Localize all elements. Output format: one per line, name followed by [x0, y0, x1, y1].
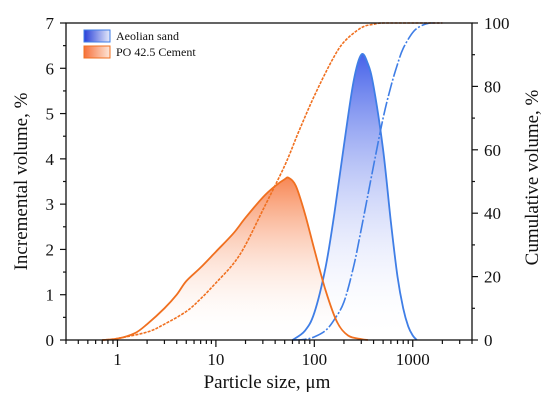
- incremental-line-aeolian-sand: [291, 53, 418, 341]
- legend-swatch-cement: [83, 45, 111, 59]
- legend-label-aeolian-sand: Aeolian sand: [116, 29, 179, 43]
- y2-tick-label: 80: [484, 77, 501, 96]
- area-fills: [102, 53, 417, 341]
- y-tick-label: 4: [46, 150, 55, 169]
- y2-tick-label: 20: [484, 268, 501, 287]
- x-tick-label: 1000: [396, 350, 430, 369]
- y2-tick-label: 100: [484, 14, 510, 33]
- x-tick-label: 100: [302, 350, 328, 369]
- legend-label-cement: PO 42.5 Cement: [116, 45, 196, 59]
- tick-labels: 1 10 100 1000 0 1 2 3 4 5 6 7 0 20 40 60 80 100: [46, 14, 510, 369]
- plot-frame: [65, 22, 473, 341]
- incremental-line-cement: [102, 176, 368, 341]
- y-tick-label: 2: [46, 240, 55, 259]
- legend-swatch-aeolian-sand: [83, 29, 111, 43]
- x-tick-label: 1: [113, 350, 122, 369]
- y2-tick-label: 40: [484, 204, 501, 223]
- x-axis-title: Particle size, μm: [204, 372, 331, 393]
- incremental-area-aeolian-sand: [292, 53, 417, 341]
- y-tick-label: 5: [46, 105, 55, 124]
- x-tick-label: 10: [207, 350, 224, 369]
- y-tick-label: 0: [46, 331, 55, 350]
- y-tick-label: 7: [46, 14, 55, 33]
- y-axis-title: Incremental volume, %: [11, 92, 32, 270]
- y-tick-label: 6: [46, 59, 55, 78]
- legend: Aeolian sand PO 42.5 Cement: [83, 29, 196, 59]
- axis-ticks: [60, 22, 478, 347]
- y2-tick-label: 60: [484, 141, 501, 160]
- incremental-area-cement: [102, 177, 368, 340]
- y2-axis-title: Cumulative volume, %: [522, 89, 543, 265]
- cumulative-line-aeolian-sand: [292, 22, 443, 341]
- y-tick-label: 1: [46, 286, 55, 305]
- y2-tick-label: 0: [484, 331, 493, 350]
- series-lines: [102, 22, 443, 341]
- y-tick-label: 3: [46, 195, 55, 214]
